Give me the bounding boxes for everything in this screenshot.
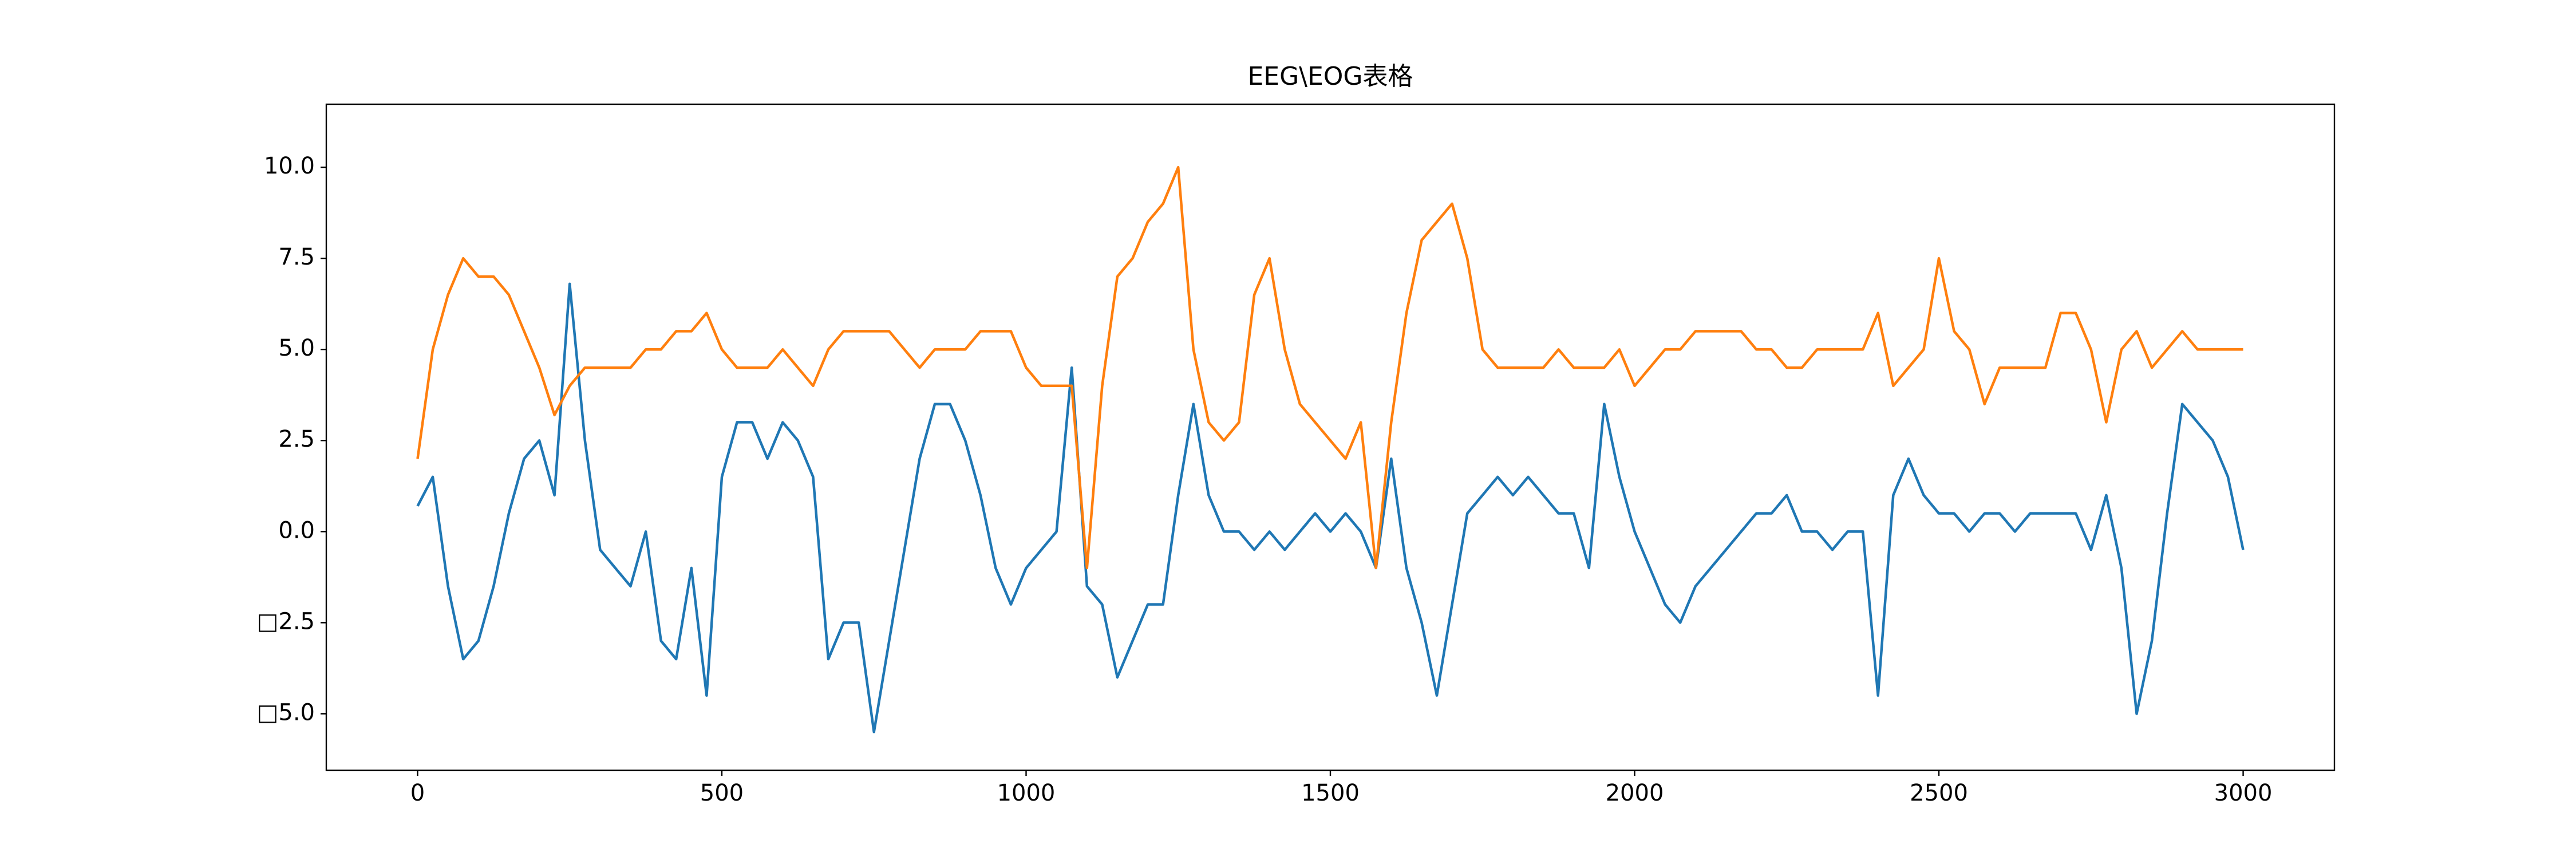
x-tick-label: 0 (410, 780, 425, 806)
y-tick-label: 0.0 (278, 517, 315, 543)
x-tick-label: 1000 (997, 780, 1056, 806)
y-tick-label: 2.5 (278, 426, 315, 452)
x-tick-label: 2500 (1910, 780, 1968, 806)
x-tick-label: 1500 (1301, 780, 1360, 806)
data-line (416, 166, 2243, 570)
y-tick-label: 10.0 (264, 153, 315, 179)
chart-title: EEG\EOG表格 (1247, 62, 1413, 91)
y-tick-label: 7.5 (278, 244, 315, 270)
x-tick-label: 3000 (2214, 780, 2273, 806)
y-tick-label: □5.0 (257, 699, 315, 726)
y-tick-label: 5.0 (278, 335, 315, 361)
plot-frame (325, 103, 2336, 771)
data-line (416, 282, 2245, 734)
x-tick-label: 500 (700, 780, 744, 806)
y-tick-label: □2.5 (257, 608, 315, 635)
x-tick-label: 2000 (1606, 780, 1664, 806)
